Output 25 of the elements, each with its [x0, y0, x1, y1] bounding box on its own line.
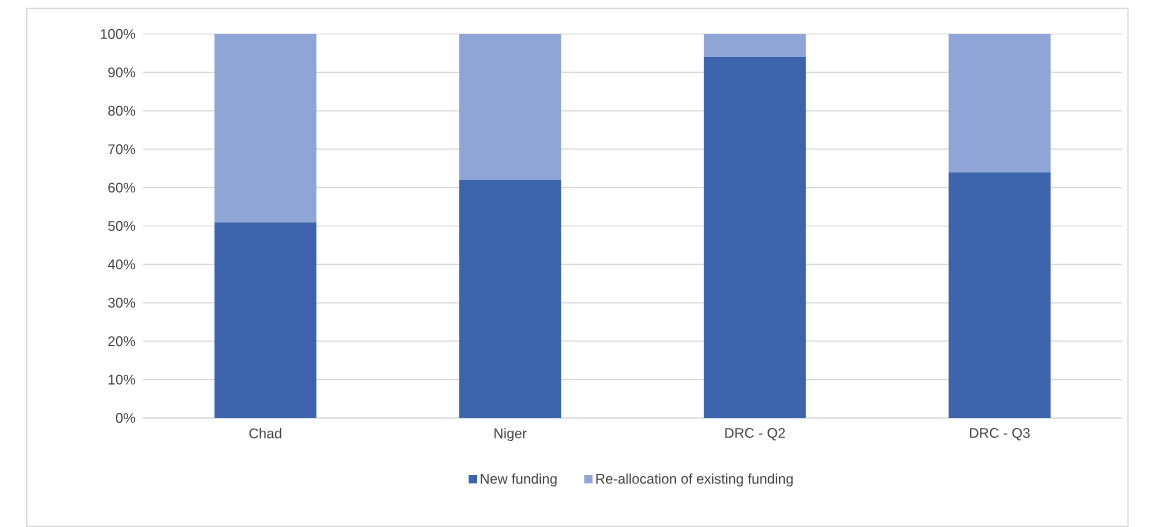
- bar: [214, 222, 317, 418]
- legend-label: New funding: [480, 473, 557, 487]
- x-tick-label: DRC - Q3: [970, 428, 1030, 441]
- legend-label: Re-allocation of existing funding: [596, 473, 793, 487]
- bar: [703, 33, 806, 58]
- bar: [459, 33, 562, 180]
- x-tick-label: Chad: [249, 428, 282, 439]
- y-tick-label: 60%: [108, 182, 136, 193]
- y-tick-label: 50%: [108, 221, 136, 231]
- y-tick-label: 10%: [108, 374, 136, 385]
- y-tick-label: 40%: [107, 259, 136, 270]
- y-tick-label: 90%: [108, 67, 136, 78]
- bar: [948, 33, 1051, 173]
- bar: [459, 179, 562, 418]
- y-tick-label: 80%: [108, 105, 136, 116]
- y-tick-label: 30%: [108, 297, 136, 308]
- bar: [214, 33, 317, 223]
- x-tick-label: DRC - Q2: [725, 428, 785, 441]
- y-tick-label: 70%: [108, 144, 136, 155]
- bar: [703, 57, 806, 418]
- y-tick-label: 100%: [100, 29, 136, 39]
- x-tick-label: Niger: [494, 428, 527, 442]
- y-tick-label: 0%: [115, 413, 136, 423]
- y-tick-label: 20%: [108, 336, 136, 347]
- bar: [948, 172, 1051, 418]
